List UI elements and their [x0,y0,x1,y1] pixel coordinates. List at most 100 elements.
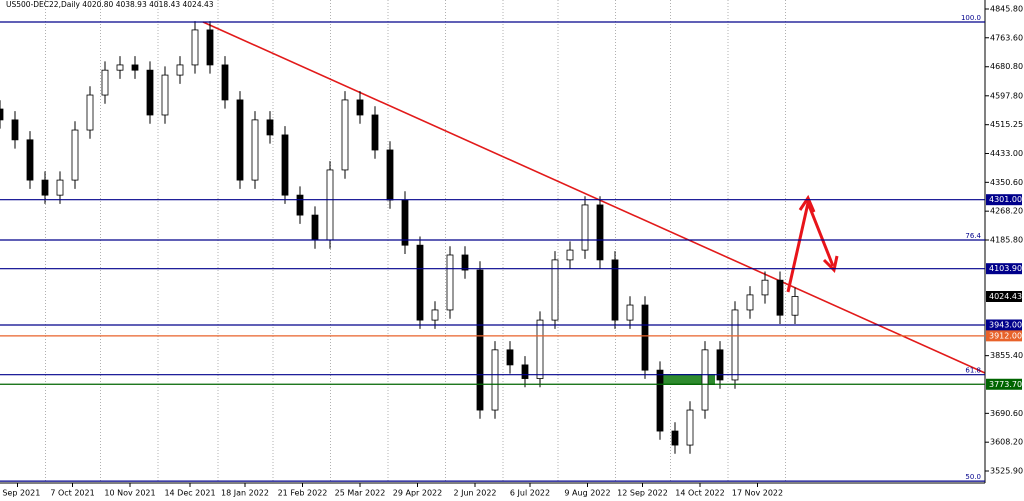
candle-body [746,294,754,311]
forecast-arrow [786,194,839,293]
candle-body [551,259,559,321]
y-tick-label: 4185.80 [990,236,1023,245]
candle-body [146,69,154,116]
candle-body [221,64,229,101]
candle-body [176,64,184,76]
price-label: 3773.70 [989,380,1022,389]
candle-body [131,64,139,71]
candle-body [116,64,124,71]
fib-label: 61.8 [965,367,981,375]
demand-zone [660,374,715,385]
candle-body [656,369,664,432]
x-tick-label: 18 Jan 2022 [221,489,269,498]
y-tick-label: 4515.25 [990,120,1023,129]
candle-body [701,349,709,411]
fib-label: 100.0 [961,14,981,22]
candle-body [416,244,424,321]
candle-body [56,179,64,196]
price-label: 3943.00 [989,320,1022,329]
price-box [986,319,1022,331]
candle-body [26,139,34,181]
price-label: 4301.00 [989,195,1022,204]
candle-body [401,199,409,246]
price-box [986,263,1022,275]
candle-body [461,254,469,271]
y-tick-label: 4433.00 [990,149,1023,158]
candle-body [86,94,94,131]
x-tick-label: 17 Nov 2022 [732,489,783,498]
price-label: 4103.90 [989,264,1022,273]
y-tick-label: 4763.60 [990,33,1023,42]
candle-body [296,194,304,216]
y-tick-label: 4350.60 [990,178,1023,187]
x-tick-label: 14 Dec 2021 [164,489,215,498]
candle-body [41,179,49,196]
y-tick-label: 4597.80 [990,91,1023,100]
y-tick-label: 4845.80 [990,4,1023,13]
x-tick-label: 25 Mar 2022 [335,489,386,498]
candle-body [371,114,379,151]
x-tick-label: 3 Sep 2021 [0,489,40,498]
candle-body [0,108,4,121]
candle-body [716,349,724,381]
x-tick-label: 14 Oct 2022 [675,489,724,498]
x-tick-label: 6 Jul 2022 [510,489,550,498]
x-tick-label: 10 Nov 2021 [104,489,155,498]
candle-body [71,129,79,181]
y-tick-label: 3525.90 [990,466,1023,475]
candle-body [341,99,349,171]
x-tick-label: 21 Feb 2022 [278,489,328,498]
candle-body [281,134,289,196]
candle-body [641,304,649,371]
candle-body [521,364,529,379]
overlay: 4845.80 4763.60 4680.80 4597.80 4515.25 4433.… [0,4,1023,498]
candle-body [506,349,514,366]
x-tick-label: 7 Oct 2021 [50,489,94,498]
price-label: 4024.43 [989,292,1022,301]
fib-label: 50.0 [965,473,981,481]
candle-body [761,279,769,296]
x-tick-label: 2 Jun 2022 [453,489,496,498]
y-tick-label: 3855.40 [990,351,1023,360]
candle-body [311,214,319,241]
candle-body [791,296,799,316]
candle-body [11,119,19,141]
candle-body [671,430,679,446]
candle-body [386,149,394,201]
candle-body [356,99,364,116]
trend-line [202,21,986,374]
candle-body [776,279,784,316]
candle-body [236,99,244,181]
x-tick-label: 9 Aug 2022 [564,489,610,498]
candle-body [686,409,694,446]
candle-body [491,349,499,411]
price-box [986,194,1022,206]
candle-body [101,69,109,96]
candle-body [326,169,334,241]
candle-body [446,254,454,311]
candle-body [626,304,634,321]
candle-body [596,204,604,261]
x-tick-label: 29 Apr 2022 [393,489,442,498]
candle-body [161,74,169,116]
price-box [986,330,1022,342]
candle-body [191,29,199,66]
candle-body [536,319,544,379]
candle-body [251,119,259,181]
candle-body [476,269,484,411]
fib-label: 76.4 [965,232,981,240]
candle-body [566,249,574,261]
y-tick-label: 4268.20 [990,207,1023,216]
candle-body [206,29,214,66]
candle-body [431,309,439,321]
candle-body [266,119,274,136]
chart-title: US500-DEC22,Daily 4020.80 4038.93 4018.4… [6,0,214,9]
candle-body [581,204,589,251]
y-tick-label: 3608.20 [990,438,1023,447]
x-tick-label: 12 Sep 2022 [617,489,668,498]
price-box [986,378,1022,390]
candle-body [731,309,739,381]
y-tick-label: 3690.60 [990,409,1023,418]
price-label: 3912.00 [989,331,1022,340]
